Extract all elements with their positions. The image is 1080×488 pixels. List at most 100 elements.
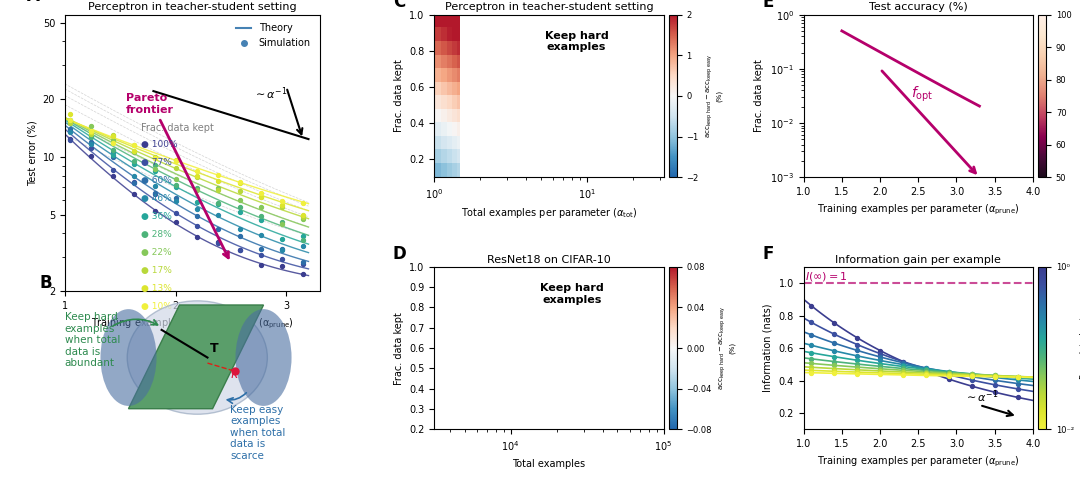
Text: ● 46%: ● 46% (141, 194, 172, 203)
Point (104, 132, 121, 140)
Point (62, 135, 79, 142)
X-axis label: Training examples per parameter ($\alpha_\mathrm{prune}$): Training examples per parameter ($\alpha… (816, 203, 1020, 217)
Point (189, 172, 206, 180)
Y-axis label: Frac. data kept: Frac. data kept (754, 60, 765, 132)
Point (273, 201, 291, 208)
Point (825, 339, 842, 347)
Point (917, 368, 934, 376)
Point (872, 357, 889, 365)
Point (941, 368, 958, 376)
Point (825, 365, 842, 372)
Point (62, 119, 79, 126)
Point (125, 147, 143, 155)
Point (894, 365, 912, 372)
Point (231, 208, 248, 216)
Point (802, 360, 820, 367)
Point (825, 369, 842, 377)
Point (849, 334, 866, 342)
Point (1009, 373, 1026, 381)
X-axis label: Total examples: Total examples (512, 459, 585, 468)
Point (252, 217, 269, 224)
Point (273, 255, 291, 263)
Y-axis label: Frac. data kept: Frac. data kept (393, 312, 404, 385)
Y-axis label: $\mathrm{acc_{keep\ hard} - acc_{keep\ easy}}$
(%): $\mathrm{acc_{keep\ hard} - acc_{keep\ e… (717, 306, 735, 390)
Point (295, 211, 312, 219)
Point (872, 367, 889, 375)
Point (210, 239, 227, 246)
Point (825, 358, 842, 366)
Point (231, 246, 248, 254)
Point (872, 363, 889, 370)
Text: Keep easy
examples
when total
data is
scarce: Keep easy examples when total data is sc… (230, 405, 286, 461)
Point (917, 364, 934, 372)
Point (125, 161, 143, 168)
Point (986, 388, 1003, 396)
Point (986, 372, 1003, 380)
Point (1009, 385, 1026, 393)
Point (104, 131, 121, 139)
Point (167, 181, 185, 189)
Point (986, 372, 1003, 380)
Point (146, 153, 163, 161)
Point (872, 369, 889, 377)
Text: Frac. data kept: Frac. data kept (141, 123, 214, 133)
Point (963, 372, 981, 380)
Point (252, 251, 269, 259)
Point (941, 370, 958, 378)
Point (146, 154, 163, 162)
Point (825, 367, 842, 375)
Point (917, 366, 934, 373)
Title: Perceptron in teacher-student setting: Perceptron in teacher-student setting (87, 2, 297, 13)
Point (1009, 376, 1026, 384)
Point (146, 154, 163, 162)
Point (894, 368, 912, 376)
Point (825, 330, 842, 338)
Point (125, 157, 143, 164)
Point (295, 232, 312, 240)
Point (125, 148, 143, 156)
Point (83, 144, 100, 152)
Text: Pareto
frontier: Pareto frontier (125, 93, 174, 115)
Point (104, 136, 121, 143)
Point (295, 258, 312, 266)
Point (273, 235, 291, 243)
Point (802, 341, 820, 349)
Point (1009, 393, 1026, 401)
Point (273, 262, 291, 270)
Point (986, 373, 1003, 381)
Point (941, 372, 958, 380)
Title: Information gain per example: Information gain per example (835, 255, 1001, 264)
Text: $\kappa$: $\kappa$ (230, 368, 240, 381)
Ellipse shape (100, 309, 157, 406)
Point (189, 198, 206, 206)
Point (189, 205, 206, 213)
Point (872, 346, 889, 354)
Point (189, 184, 206, 192)
Point (849, 346, 866, 354)
Text: ● 77%: ● 77% (141, 158, 172, 167)
Point (189, 222, 206, 230)
Point (1009, 373, 1026, 381)
Point (963, 371, 981, 379)
Point (252, 189, 269, 197)
Point (273, 245, 291, 253)
Point (210, 177, 227, 184)
Point (849, 370, 866, 378)
Point (273, 246, 291, 254)
Point (125, 141, 143, 149)
Point (210, 186, 227, 194)
Point (986, 381, 1003, 388)
Y-axis label: Frac. data kept: Frac. data kept (393, 60, 404, 132)
Text: T: T (210, 342, 218, 355)
Point (210, 184, 227, 192)
Point (231, 225, 248, 233)
Point (252, 261, 269, 269)
Point (252, 203, 269, 211)
Point (167, 197, 185, 204)
Text: $I(\infty) = 1$: $I(\infty) = 1$ (806, 270, 848, 284)
Point (894, 359, 912, 366)
Point (273, 198, 291, 205)
Point (104, 151, 121, 159)
Title: ResNet18 on CIFAR-10: ResNet18 on CIFAR-10 (487, 255, 610, 264)
Point (189, 212, 206, 220)
